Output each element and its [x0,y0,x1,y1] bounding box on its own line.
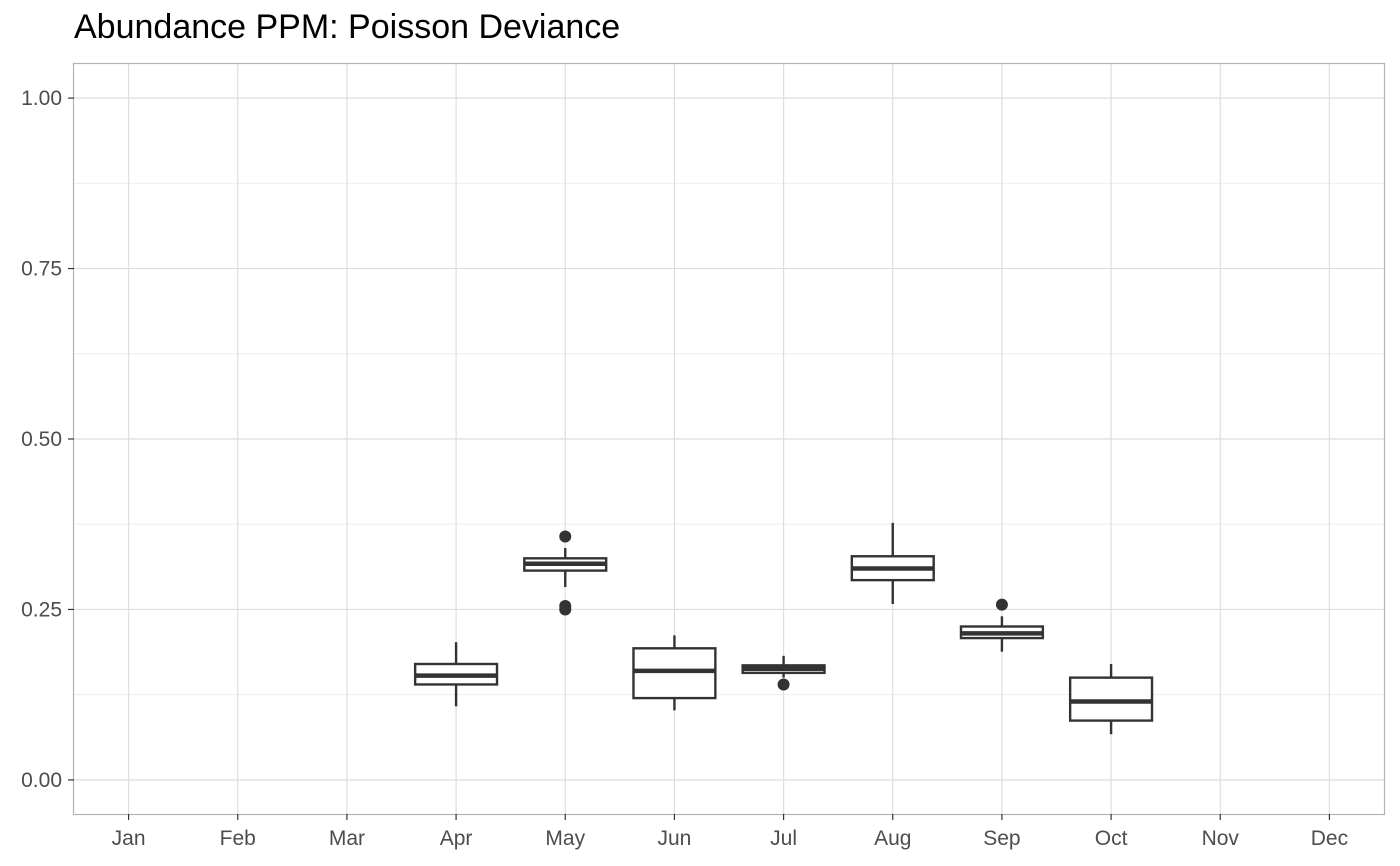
x-tick-label: Sep [983,827,1020,850]
x-tick-label: Oct [1095,827,1128,850]
box-sep [959,598,1045,652]
y-tick-label: 0.00 [21,769,62,792]
x-axis: Jan Feb Mar Apr May Jun Jul Aug Sep Oct Nov Dec [112,814,1348,850]
y-tick-label: 0.50 [21,428,62,451]
y-tick-label: 0.25 [21,598,62,621]
x-tick-label: Apr [440,827,473,850]
box-oct [1068,664,1154,735]
outlier-point [777,678,790,691]
outlier-point [995,598,1008,611]
x-tick-label: Jun [657,827,691,850]
box-may [523,530,608,616]
box-iqr [632,647,717,700]
chart-title: Abundance PPM: Poisson Deviance [74,8,621,46]
x-tick-label: Dec [1311,827,1348,850]
box-aug [850,522,935,604]
box-jun [632,635,717,711]
x-tick-label: Jan [112,827,146,850]
x-tick-label: Aug [874,827,911,850]
outlier-point [559,603,572,616]
outlier-point [559,530,572,543]
y-axis: 0.00 0.25 0.50 0.75 1.00 [21,87,74,792]
x-tick-label: Jul [770,827,797,850]
x-tick-label: Nov [1202,827,1240,850]
y-tick-label: 0.75 [21,258,62,281]
y-tick-label: 1.00 [21,87,62,110]
x-tick-label: Mar [329,827,365,850]
boxes [413,522,1154,735]
box-jul [741,655,826,691]
box-iqr [1068,676,1154,722]
grid-lines [74,64,1384,814]
x-tick-label: May [545,827,585,850]
x-tick-label: Feb [220,827,256,850]
box-apr [413,642,499,707]
